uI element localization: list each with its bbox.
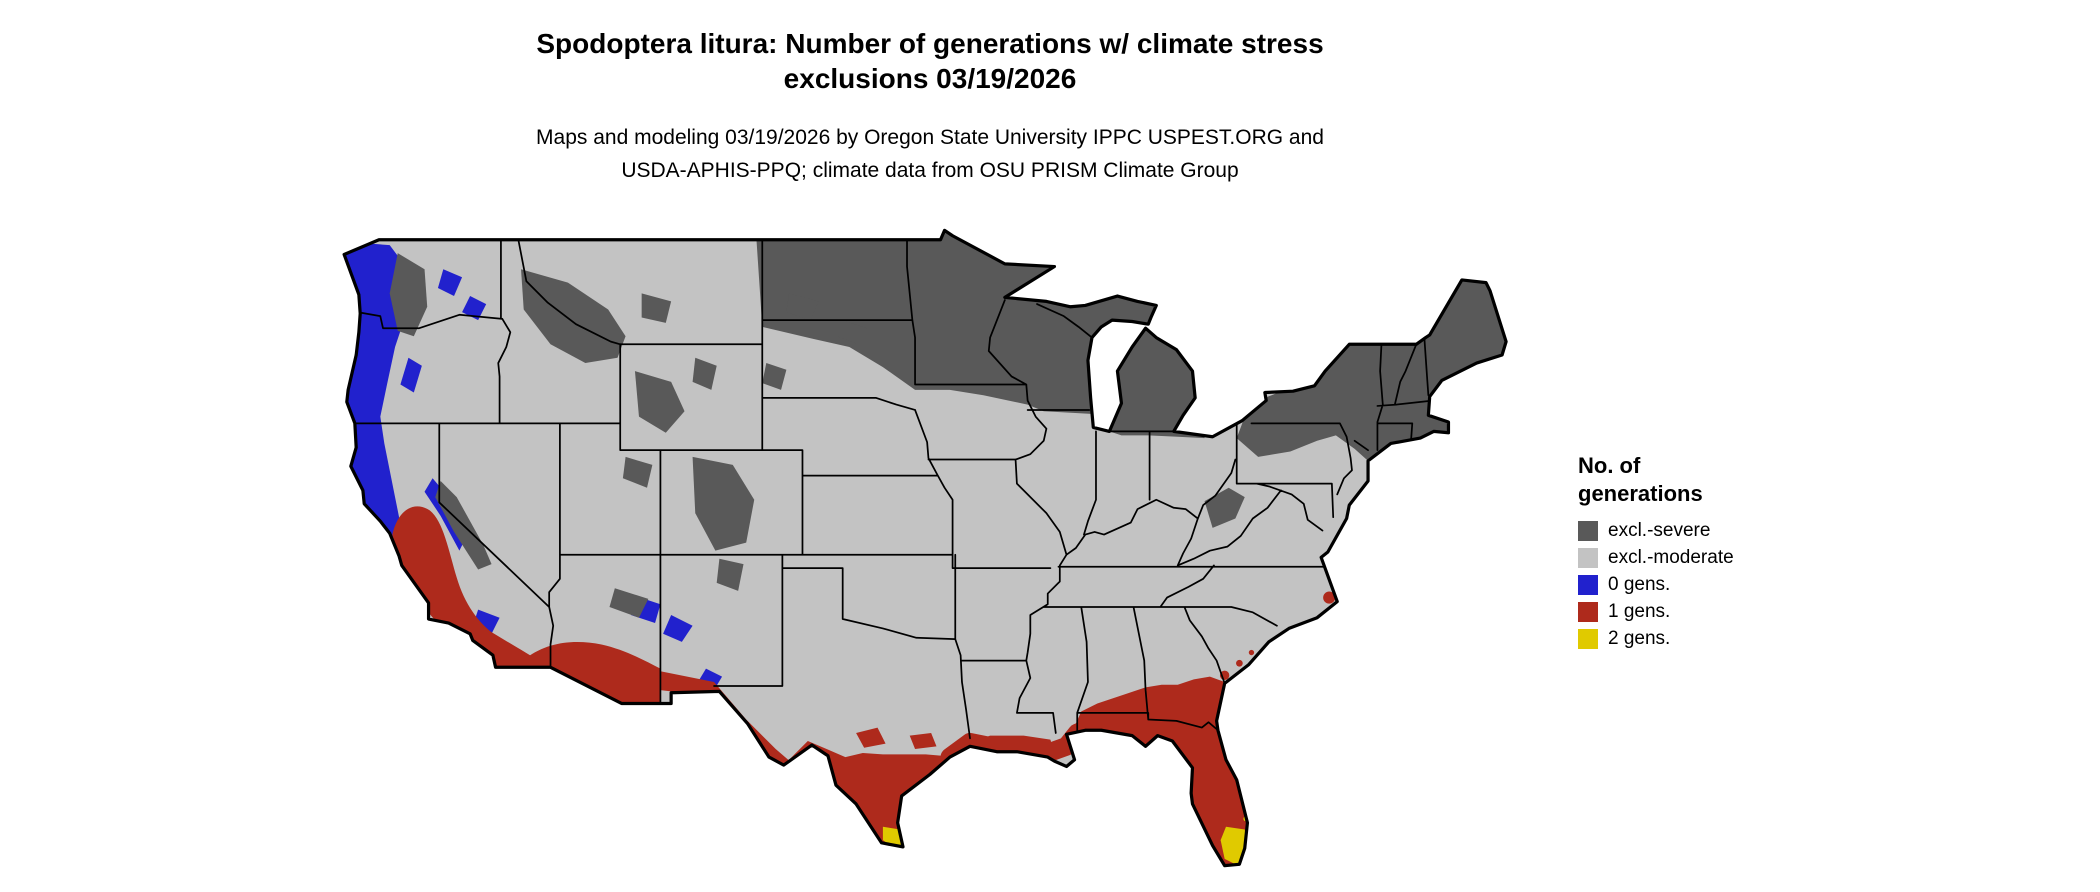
legend-label-2-gens: 2 gens. [1608,628,1671,649]
legend-title: No. of generations [1578,452,1838,507]
map-zone-2-gens [882,816,1249,866]
state-borders [353,238,1434,740]
legend-swatch-excl-moderate [1578,547,1598,568]
us-generations-map [320,212,1553,884]
map-zone-1-gens [392,506,1336,866]
legend-label-excl-severe: excl.-severe [1608,520,1711,541]
legend-item: excl.-severe [1578,517,1838,544]
legend-swatch-1-gens [1578,601,1598,622]
us-outline [342,228,1508,868]
us-map-svg [342,228,1508,868]
legend-label-1-gens: 1 gens. [1608,601,1671,622]
page-subtitle-line-1: Maps and modeling 03/19/2026 by Oregon S… [536,126,1324,149]
legend-label-excl-moderate: excl.-moderate [1608,547,1734,568]
legend-item: 2 gens. [1578,625,1838,652]
legend-swatch-0-gens [1578,574,1598,595]
legend: No. of generations excl.-severe excl.-mo… [1578,452,1838,652]
legend-swatch-2-gens [1578,628,1598,649]
legend-item: excl.-moderate [1578,544,1838,571]
legend-item: 0 gens. [1578,571,1838,598]
legend-title-line-1: No. of [1578,453,1641,478]
header: Spodoptera litura: Number of generations… [0,26,1860,187]
legend-label-0-gens: 0 gens. [1608,574,1671,595]
legend-item: 1 gens. [1578,598,1838,625]
page-title-line-2: exclusions 03/19/2026 [783,63,1077,94]
legend-title-line-2: generations [1578,480,1703,506]
page-subtitle-line-2: USDA-APHIS-PPQ; climate data from OSU PR… [621,158,1239,182]
page-subtitle: Maps and modeling 03/19/2026 by Oregon S… [0,122,1860,187]
legend-swatch-excl-severe [1578,520,1598,541]
page-title-line-1: Spodoptera litura: Number of generations… [536,28,1324,59]
page-title: Spodoptera litura: Number of generations… [0,26,1860,96]
